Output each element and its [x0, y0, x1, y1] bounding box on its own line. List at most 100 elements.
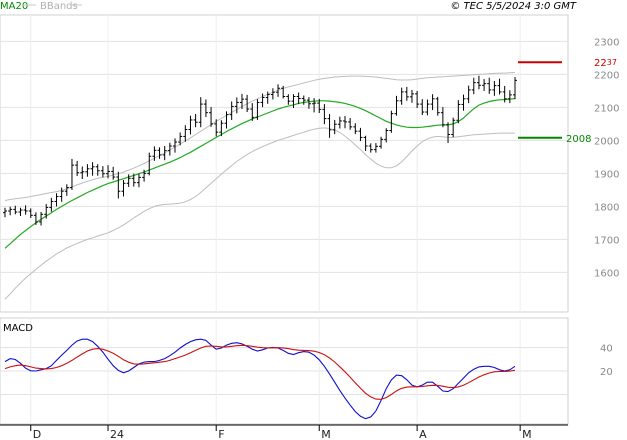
x-axis-labels: D 24 F M A M — [30, 425, 532, 440]
bollinger-bands — [4, 71, 516, 300]
x-tick-label: M — [522, 428, 532, 440]
price-bar — [255, 99, 260, 120]
macd-tick-label: 40 — [600, 343, 613, 354]
price-bar — [8, 206, 13, 216]
price-bar — [306, 97, 311, 109]
price-bar — [337, 116, 342, 129]
price-bar — [183, 125, 188, 142]
price-bar — [343, 115, 347, 129]
bb-upper-line — [4, 71, 516, 201]
price-bar — [147, 152, 152, 176]
price-tick-label: 2100 — [594, 103, 619, 114]
macd-signal-line — [4, 344, 516, 400]
price-bar — [245, 94, 250, 113]
price-bar — [18, 207, 23, 216]
price-bar — [358, 127, 363, 142]
price-bar — [409, 89, 414, 103]
price-bar — [404, 86, 409, 101]
macd-grid — [0, 318, 568, 424]
price-bar — [121, 180, 126, 197]
price-bar — [167, 142, 172, 156]
price-bar — [363, 135, 368, 151]
price-bar — [59, 187, 64, 202]
price-tick-label: 1700 — [594, 235, 619, 246]
price-bar — [399, 87, 404, 105]
price-bar — [482, 79, 487, 91]
price-bar — [111, 166, 116, 180]
price-bar — [209, 107, 214, 127]
macd-line — [4, 338, 516, 420]
price-bar — [126, 174, 131, 187]
price-bar — [296, 92, 301, 105]
price-bar — [224, 111, 229, 129]
price-bar — [368, 143, 373, 153]
price-bar — [286, 94, 291, 105]
price-tick-label: 1600 — [594, 268, 619, 279]
price-bar — [157, 147, 162, 159]
price-bar — [312, 98, 317, 113]
price-bar — [430, 94, 435, 111]
price-bar — [420, 99, 425, 115]
price-bar — [219, 120, 224, 137]
price-level-label-small: 37 — [607, 58, 617, 67]
price-bar — [466, 85, 471, 104]
price-bar — [33, 212, 38, 225]
price-bar — [90, 162, 95, 176]
price-bar — [173, 138, 177, 153]
price-bar — [106, 165, 111, 179]
price-level-label: 2237 — [594, 58, 617, 69]
price-bar — [451, 117, 456, 138]
ma20-polyline — [4, 97, 516, 249]
macd-tick-label: 20 — [600, 367, 613, 378]
price-tick-label: 2000 — [594, 136, 619, 147]
price-grid — [0, 15, 568, 312]
price-bar — [492, 81, 497, 96]
price-bar — [507, 90, 512, 104]
price-tick-label: 2200 — [594, 70, 619, 81]
price-bar — [229, 101, 234, 120]
price-bar — [188, 115, 193, 135]
price-bar — [348, 117, 353, 130]
price-bar — [502, 85, 507, 103]
price-level-label: 2008 — [566, 134, 591, 145]
price-bar — [270, 88, 275, 100]
price-bar — [69, 158, 74, 190]
x-tick-label: 24 — [110, 428, 124, 440]
price-bar — [116, 171, 121, 199]
macd-title: MACD — [3, 323, 33, 334]
x-tick-label: A — [419, 428, 427, 440]
price-bar — [44, 204, 49, 219]
price-bar — [23, 205, 28, 215]
price-bar — [394, 95, 399, 116]
copyright-text: © TEC 5/5/2024 3:0 GMT — [450, 1, 577, 12]
price-bar — [100, 166, 105, 178]
ma20-line — [4, 97, 516, 249]
price-bar — [85, 164, 90, 177]
price-bar — [54, 193, 59, 207]
price-bar — [373, 143, 378, 153]
price-bar — [301, 95, 306, 105]
price-bar — [415, 90, 420, 109]
price-panel — [0, 14, 569, 313]
price-bar — [13, 205, 18, 215]
price-bar — [80, 166, 85, 180]
price-bar — [39, 212, 44, 226]
price-bar — [95, 164, 100, 176]
price-bars — [3, 75, 517, 226]
bbands-legend-label: BBands — [40, 1, 78, 12]
ma20-legend-label: MA20 — [0, 1, 28, 12]
price-tick-label: 1800 — [594, 202, 619, 213]
price-bar — [203, 99, 208, 117]
price-bar — [64, 184, 69, 196]
x-tick-label: D — [33, 428, 41, 440]
price-bar — [28, 208, 33, 218]
price-bar — [425, 99, 430, 116]
price-bar — [476, 75, 481, 90]
price-bar — [456, 100, 461, 124]
price-bar — [75, 160, 80, 177]
price-bar — [353, 123, 358, 135]
price-bar — [276, 84, 281, 97]
x-tick-label: M — [321, 428, 331, 440]
price-tick-label: 1900 — [594, 169, 619, 180]
